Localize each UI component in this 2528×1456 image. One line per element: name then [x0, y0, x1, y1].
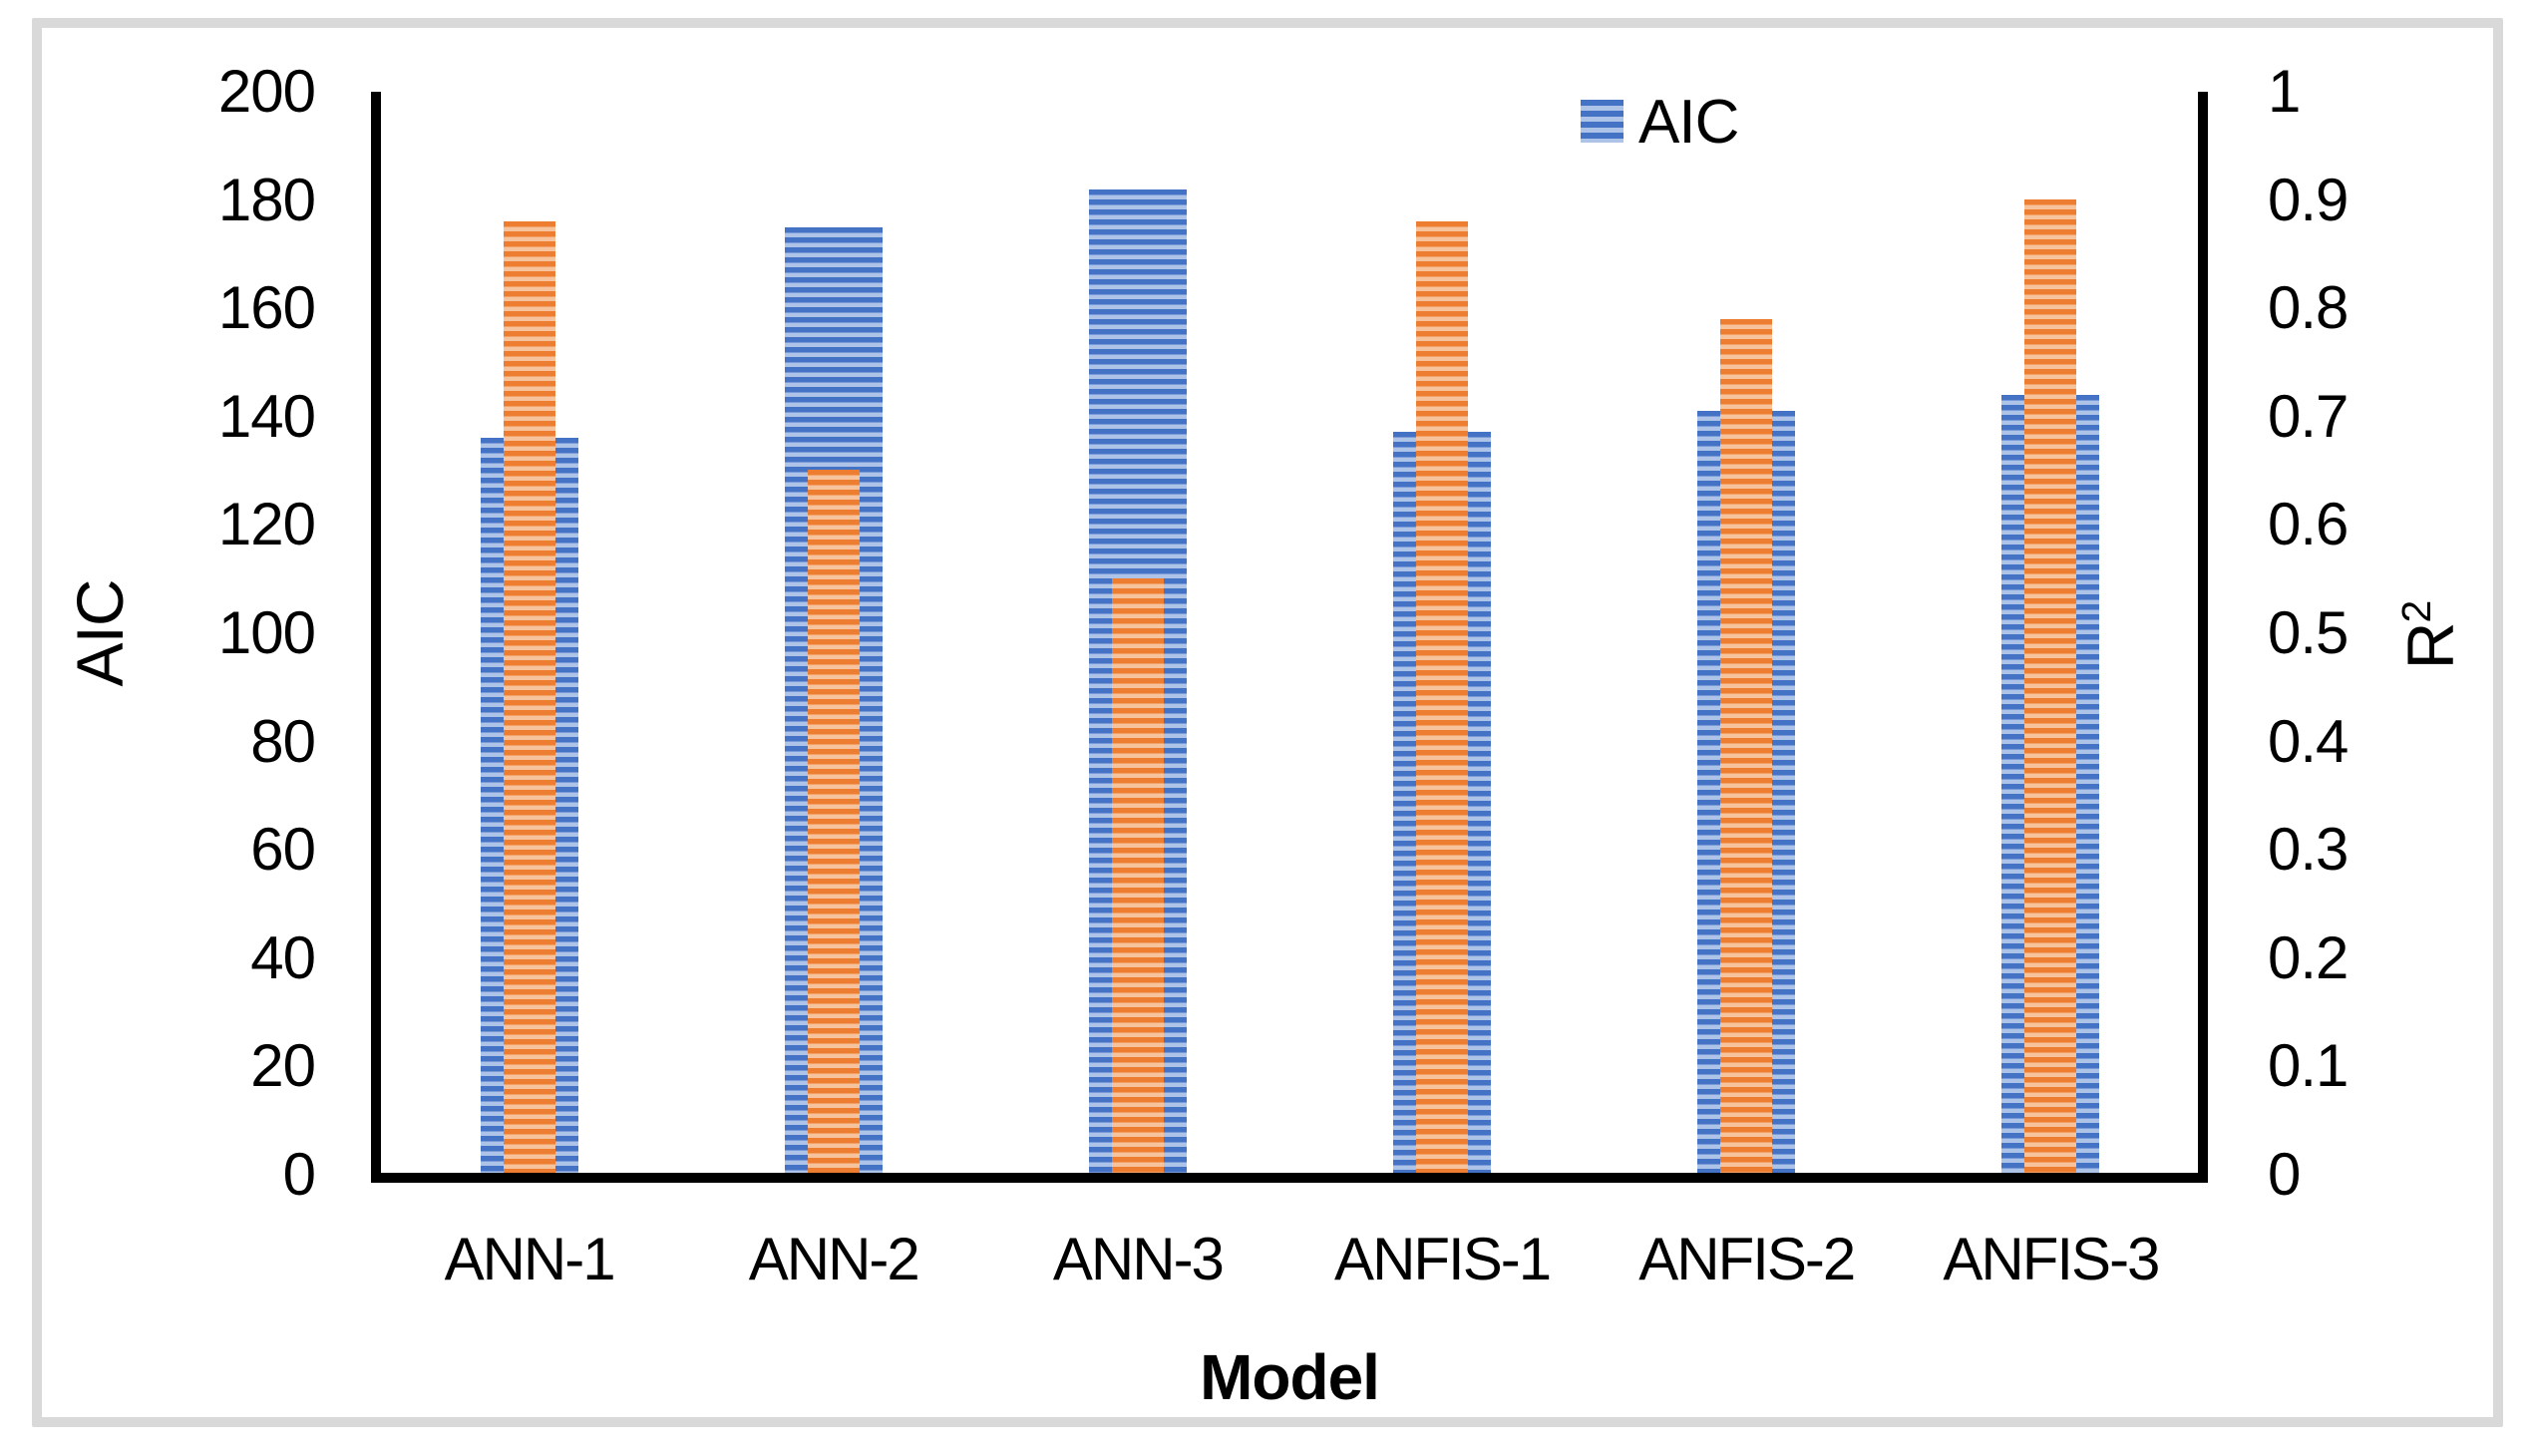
right-axis-title-base: R [2393, 622, 2467, 670]
bar-r2-ann-2 [807, 470, 860, 1173]
bar-r2-anfis-1 [1416, 221, 1469, 1173]
figure-frame [32, 18, 2503, 1427]
left-axis-tick-label: 80 [250, 707, 316, 775]
right-axis-tick-label: 0.3 [2268, 816, 2348, 884]
x-axis-line [371, 1173, 2208, 1183]
x-axis-title: Model [1200, 1341, 1380, 1413]
right-axis-tick-label: 0.8 [2268, 274, 2348, 342]
left-axis-tick-label: 180 [217, 166, 316, 233]
right-axis-tick-label: 0.7 [2268, 382, 2348, 450]
right-axis-tick-label: 0.9 [2268, 166, 2348, 233]
legend-aic-swatch-icon [1581, 100, 1624, 143]
category-label-ann-1: ANN-1 [444, 1226, 616, 1292]
left-axis-tick-label: 100 [217, 599, 316, 666]
right-axis-tick-label: 0 [2268, 1141, 2301, 1208]
category-label-anfis-1: ANFIS-1 [1334, 1226, 1552, 1292]
left-axis-tick-label: 40 [250, 923, 316, 991]
left-axis-tick-label: 0 [282, 1141, 316, 1208]
right-axis-tick-label: 0.6 [2268, 491, 2348, 558]
left-axis-tick-label: 60 [250, 816, 316, 884]
right-axis-tick-label: 0.1 [2268, 1032, 2348, 1100]
left-axis-line [371, 92, 381, 1183]
category-label-anfis-3: ANFIS-3 [1943, 1226, 2160, 1292]
legend-aic-label: AIC [1638, 88, 1739, 157]
left-axis-tick-label: 140 [217, 382, 316, 450]
bar-r2-ann-1 [503, 221, 555, 1173]
left-axis-tick-label: 120 [217, 491, 316, 558]
category-label-anfis-2: ANFIS-2 [1638, 1226, 1856, 1292]
left-axis-tick-label: 20 [250, 1032, 316, 1100]
right-axis-tick-label: 0.5 [2268, 599, 2348, 666]
right-axis-tick-label: 0.2 [2268, 923, 2348, 991]
bar-r2-anfis-2 [1720, 318, 1773, 1173]
category-label-ann-2: ANN-2 [748, 1226, 920, 1292]
right-axis-line [2198, 92, 2208, 1183]
right-axis-title-superscript: 2 [2393, 600, 2439, 623]
left-axis-tick-label: 160 [217, 274, 316, 342]
right-axis-tick-label: 0.4 [2268, 707, 2348, 775]
right-axis-tick-label: 1 [2268, 58, 2301, 125]
left-axis-title: AIC [63, 579, 137, 687]
left-axis-tick-label: 200 [217, 58, 316, 125]
right-axis-title: R2 [2393, 486, 2467, 785]
category-label-ann-3: ANN-3 [1052, 1226, 1225, 1292]
bar-r2-anfis-3 [2024, 199, 2077, 1173]
bar-r2-ann-3 [1111, 577, 1164, 1173]
